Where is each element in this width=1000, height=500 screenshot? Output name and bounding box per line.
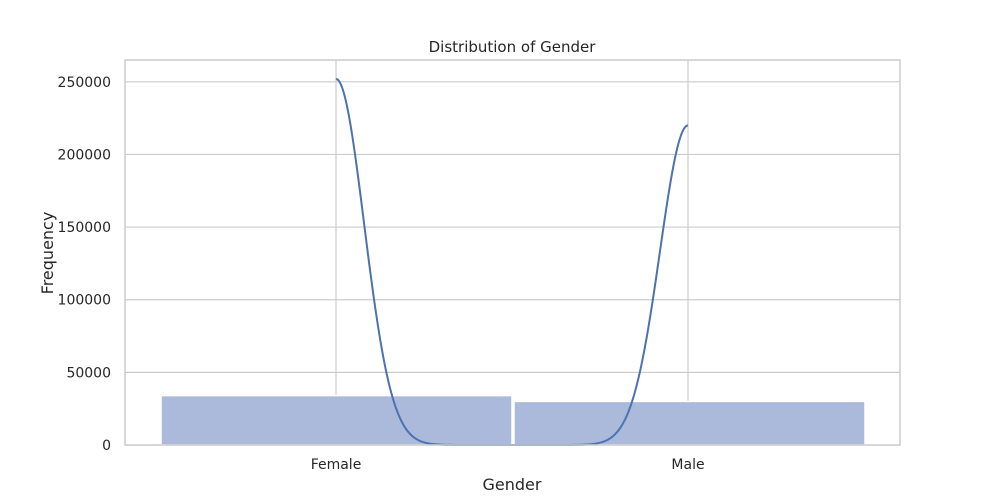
y-tick-label: 100000 (58, 293, 111, 309)
y-tick-label: 50000 (66, 365, 111, 381)
chart-title: Distribution of Gender (429, 38, 597, 56)
bars-layer (160, 394, 866, 446)
bar-male (513, 400, 866, 446)
y-tick-label: 250000 (58, 75, 111, 91)
y-axis-title: Frequency (38, 212, 57, 295)
x-tick-labels: Female Male (311, 457, 705, 473)
y-tick-label: 0 (102, 438, 111, 454)
x-tick-label: Male (671, 457, 704, 473)
x-axis-title: Gender (483, 475, 542, 494)
y-tick-labels: 0 50000 100000 150000 200000 250000 (58, 75, 111, 454)
x-tick-label: Female (311, 457, 362, 473)
y-tick-label: 200000 (58, 147, 111, 163)
y-tick-label: 150000 (58, 220, 111, 236)
bar-female (160, 394, 513, 446)
kde-layer (335, 77, 689, 446)
grid-layer (125, 60, 900, 446)
plot-frame (124, 59, 901, 446)
kde-line (335, 77, 689, 446)
